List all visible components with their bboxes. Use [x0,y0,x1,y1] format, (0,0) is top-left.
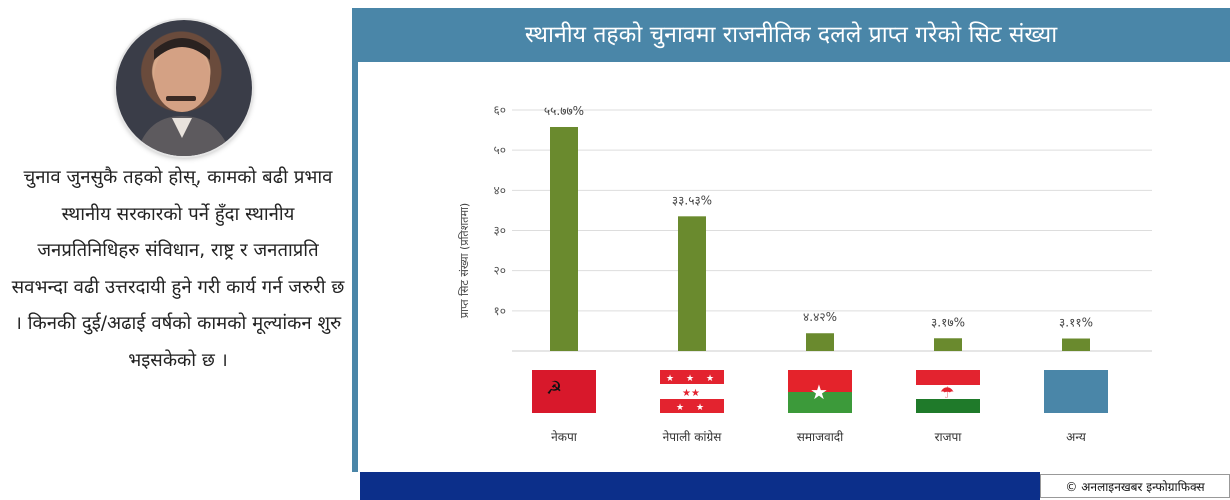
y-axis-label: प्राप्त सिट संख्या (प्रतिशतमा) [458,203,471,318]
samajwadi-flag-icon: ★ [788,370,852,413]
title-accent-line [352,8,358,472]
category-label: अन्य [1066,430,1086,444]
bar [678,216,706,351]
data-label: ३.११% [1059,316,1093,330]
svg-text:★: ★ [666,374,674,384]
svg-text:★: ★ [686,374,694,384]
credit-text: © अनलाइनखबर इन्फोग्राफिक्स [1040,474,1230,498]
svg-text:★: ★ [696,403,704,413]
svg-text:☂: ☂ [940,383,954,402]
svg-text:★★: ★★ [682,388,700,399]
data-label: ५५.७७% [544,104,584,118]
bar-chart: १० २० ३० ४० ५० ६० प्राप्त सिट संख्या (प्रतिशतम… [458,103,1152,352]
speaker-photo [116,20,252,156]
bar [806,333,834,351]
y-tick-label: १० [494,304,506,318]
svg-text:★: ★ [706,374,714,384]
data-label: ३.१७% [931,315,965,329]
others-flag-icon [1044,370,1108,413]
y-tick-label: ४० [494,183,506,197]
bar [1062,338,1090,351]
y-tick-label: ६० [494,103,506,117]
ncp-flag-icon: ☭ [532,370,596,413]
category-label: नेपाली कांग्रेस [662,430,722,444]
quote-text: चुनाव जुनसुकै तहको होस्, कामको बढी प्रभा… [11,167,345,371]
data-label: ४.४२% [803,310,837,324]
chart-title: स्थानीय तहको चुनावमा राजनीतिक दलले प्राप… [352,8,1230,62]
y-tick-label: २० [494,264,506,278]
category-label: नेकपा [551,430,577,444]
rajpa-flag-icon: ☂ [916,370,980,413]
bar [934,338,962,351]
y-tick-label: ३० [494,224,506,238]
nepali-congress-flag-icon: ★ ★ ★ ★ ★ ★★ [660,370,724,413]
data-label: ३३.५३% [672,193,712,207]
svg-text:★: ★ [810,380,828,404]
category-label: राजपा [934,430,962,444]
svg-text:☭: ☭ [546,378,562,399]
bar [550,126,578,351]
svg-text:★: ★ [676,403,684,413]
footer-bar [360,472,1040,500]
category-label: समाजवादी [796,430,844,444]
y-tick-label: ५० [494,143,506,157]
